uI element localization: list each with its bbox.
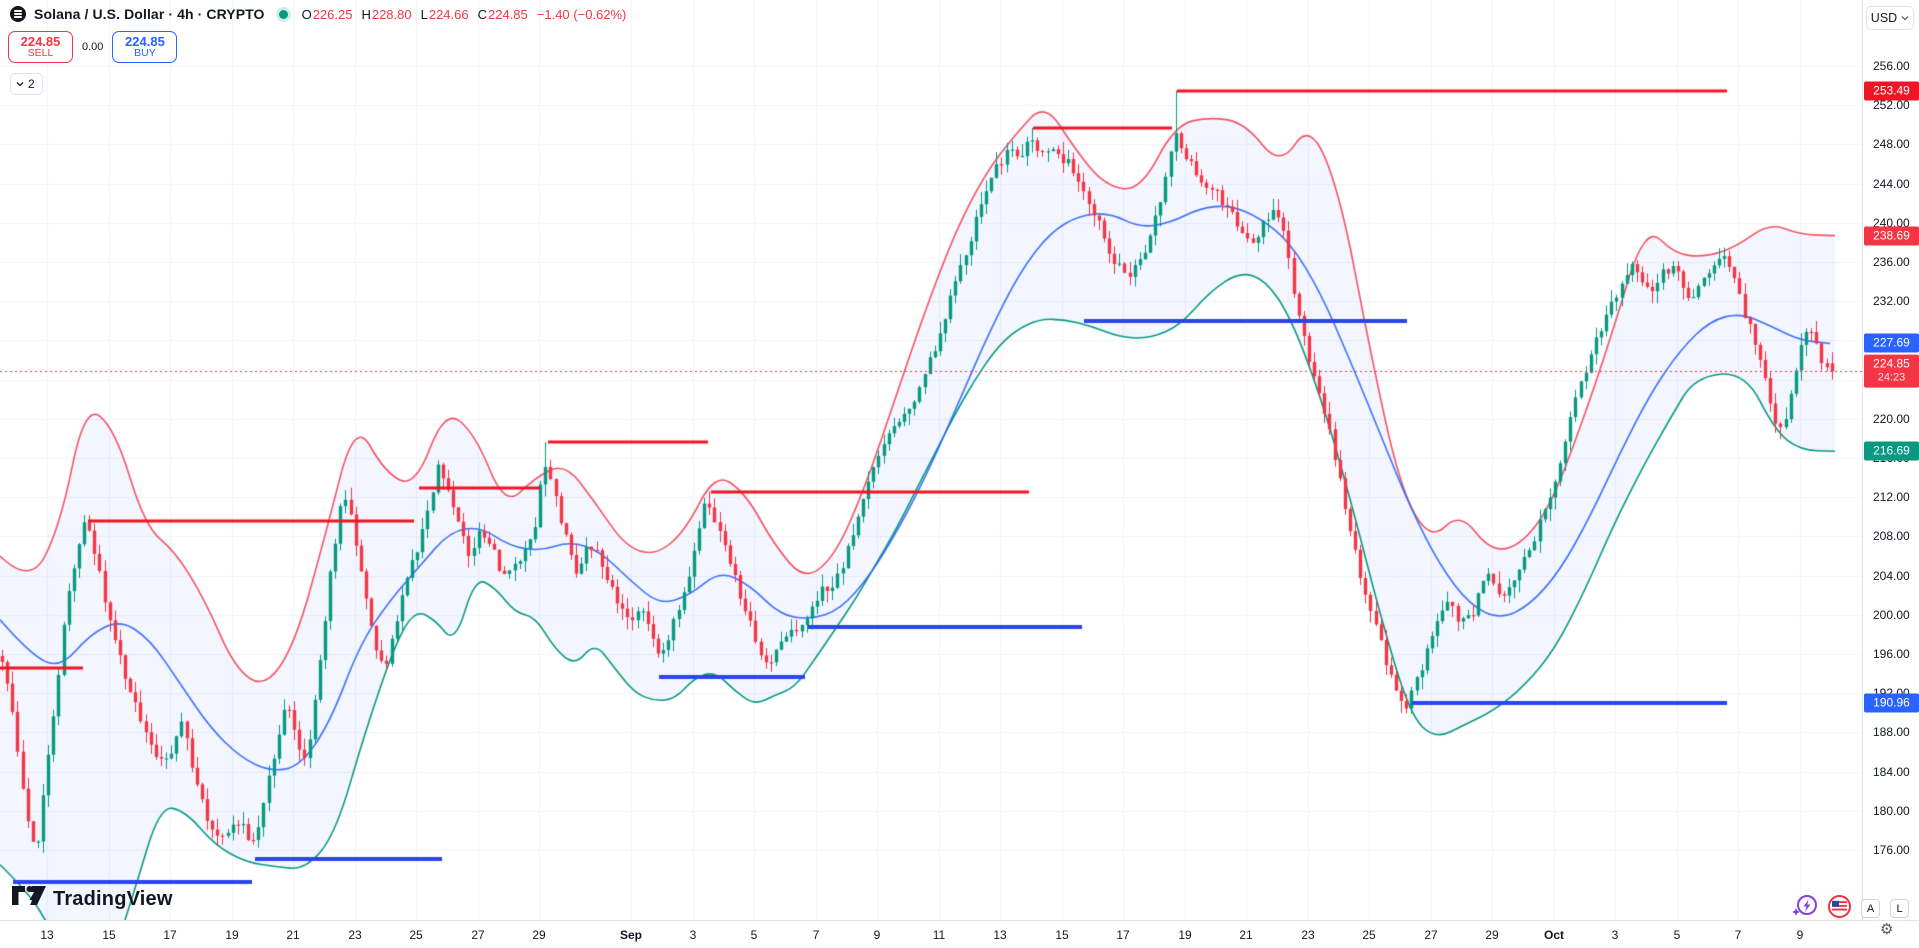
price-tick: 248.00 bbox=[1873, 137, 1910, 152]
chevron-down-icon bbox=[1901, 14, 1909, 22]
price-tick: 236.00 bbox=[1873, 255, 1910, 269]
close-value: 224.85 bbox=[488, 6, 528, 22]
axis-settings-gear-icon[interactable]: ⚙ bbox=[1880, 921, 1894, 938]
chevron-down-icon bbox=[16, 80, 24, 88]
price-tick: 200.00 bbox=[1873, 607, 1910, 622]
time-tick: 15 bbox=[102, 928, 116, 942]
tradingview-logo-icon bbox=[12, 886, 46, 913]
time-tick: 23 bbox=[1301, 928, 1315, 942]
sell-button[interactable]: 224.85 SELL bbox=[8, 31, 73, 63]
time-tick: 21 bbox=[286, 928, 300, 942]
time-tick: 9 bbox=[873, 928, 881, 942]
price-tick: 212.00 bbox=[1873, 490, 1910, 505]
currency-label: USD bbox=[1870, 11, 1898, 25]
price-tick: 176.00 bbox=[1873, 843, 1910, 857]
us-flag-icon[interactable] bbox=[1828, 894, 1851, 923]
price-tick: 244.00 bbox=[1873, 176, 1910, 191]
symbol-header: Solana / U.S. Dollar · 4h · CRYPTO O 226.… bbox=[10, 6, 626, 22]
object-tree-count: 2 bbox=[28, 77, 35, 91]
time-tick: Sep bbox=[619, 928, 643, 942]
high-value: 228.80 bbox=[371, 6, 412, 22]
sell-label: SELL bbox=[27, 47, 54, 60]
time-tick: 27 bbox=[471, 928, 485, 942]
object-tree-button[interactable]: 2 bbox=[10, 73, 43, 95]
price-tick: 232.00 bbox=[1873, 294, 1910, 309]
time-axis[interactable]: 13 15 17 19 21 23 25 27 29 Sep 3 5 7 9 11 13 15 17 19 21 23 2… bbox=[0, 920, 1919, 948]
price-tick: 184.00 bbox=[1873, 764, 1910, 779]
time-tick: 25 bbox=[1362, 928, 1376, 942]
price-badge: 190.96 bbox=[1864, 693, 1919, 713]
price-tick: 180.00 bbox=[1873, 803, 1910, 818]
time-tick: 17 bbox=[163, 928, 177, 942]
price-tick: 220.00 bbox=[1873, 411, 1910, 426]
time-tick: 29 bbox=[1485, 928, 1499, 942]
spread-value: 0.00 bbox=[82, 41, 104, 53]
ohlc-values: O 226.25 H 228.80 L 224.66 C 224.85 −1.40 (−… bbox=[302, 7, 627, 22]
time-tick: 21 bbox=[1239, 928, 1253, 942]
buy-price: 224.85 bbox=[125, 33, 165, 49]
time-tick: Oct bbox=[1543, 928, 1565, 942]
time-tick: 17 bbox=[1116, 928, 1130, 942]
time-tick: 11 bbox=[932, 928, 946, 942]
lightning-mode-icon[interactable] bbox=[1792, 894, 1818, 923]
price-tick: 188.00 bbox=[1873, 725, 1910, 740]
tradingview-watermark[interactable]: TradingView bbox=[12, 886, 173, 913]
open-value: 226.25 bbox=[312, 6, 353, 22]
log-scale-button[interactable]: L bbox=[1890, 899, 1909, 918]
price-tick: 208.00 bbox=[1873, 529, 1910, 544]
price-badge: 216.69 bbox=[1864, 441, 1919, 461]
time-tick: 25 bbox=[409, 928, 423, 942]
price-tick: 204.00 bbox=[1873, 568, 1910, 583]
time-tick: 27 bbox=[1424, 928, 1438, 942]
price-badge: 224.85 24:23 bbox=[1864, 354, 1919, 388]
high-label: H bbox=[361, 6, 371, 22]
time-tick: 13 bbox=[40, 928, 54, 942]
auto-scale-button[interactable]: A bbox=[1861, 899, 1880, 918]
time-tick: 23 bbox=[348, 928, 362, 942]
price-badge: 227.69 bbox=[1864, 333, 1919, 353]
tradingview-logo-text: TradingView bbox=[53, 888, 173, 910]
symbol-title[interactable]: Solana / U.S. Dollar · 4h · CRYPTO bbox=[34, 6, 265, 22]
time-tick: 5 bbox=[1673, 928, 1681, 942]
bottom-right-toolbar: A L bbox=[1792, 894, 1909, 923]
buy-button[interactable]: 224.85 BUY bbox=[112, 31, 178, 63]
low-value: 224.66 bbox=[428, 6, 469, 22]
price-axis[interactable]: 256.00 252.00 248.00 244.00 240.00 236.00 232.… bbox=[1862, 0, 1919, 920]
currency-dropdown[interactable]: USD bbox=[1866, 6, 1914, 30]
price-tick: 256.00 bbox=[1873, 59, 1910, 73]
time-tick: 15 bbox=[1055, 928, 1069, 942]
price-badge: 238.69 bbox=[1864, 226, 1919, 246]
time-tick: 29 bbox=[532, 928, 546, 942]
time-tick: 3 bbox=[1611, 928, 1619, 942]
time-tick: 9 bbox=[1796, 928, 1804, 942]
sell-price: 224.85 bbox=[20, 33, 61, 49]
trade-panel: 224.85 SELL 0.00 224.85 BUY bbox=[8, 31, 178, 63]
time-tick: 3 bbox=[689, 928, 697, 942]
close-label: C bbox=[477, 6, 487, 22]
price-badge: 253.49 bbox=[1864, 81, 1919, 101]
price-tick: 252.00 bbox=[1873, 98, 1910, 113]
time-tick: 7 bbox=[1734, 928, 1742, 942]
solana-logo-icon bbox=[10, 6, 26, 22]
change-value: −1.40 (−0.62%) bbox=[536, 6, 627, 22]
time-tick: 7 bbox=[812, 928, 820, 942]
low-label: L bbox=[420, 6, 428, 22]
time-tick: 13 bbox=[993, 928, 1007, 942]
time-tick: 5 bbox=[750, 928, 758, 942]
buy-label: BUY bbox=[134, 47, 156, 60]
open-label: O bbox=[301, 6, 312, 22]
time-tick: 19 bbox=[1178, 928, 1192, 942]
market-status-dot-icon bbox=[278, 9, 288, 19]
time-tick: 19 bbox=[225, 928, 239, 942]
price-tick: 196.00 bbox=[1873, 647, 1910, 661]
